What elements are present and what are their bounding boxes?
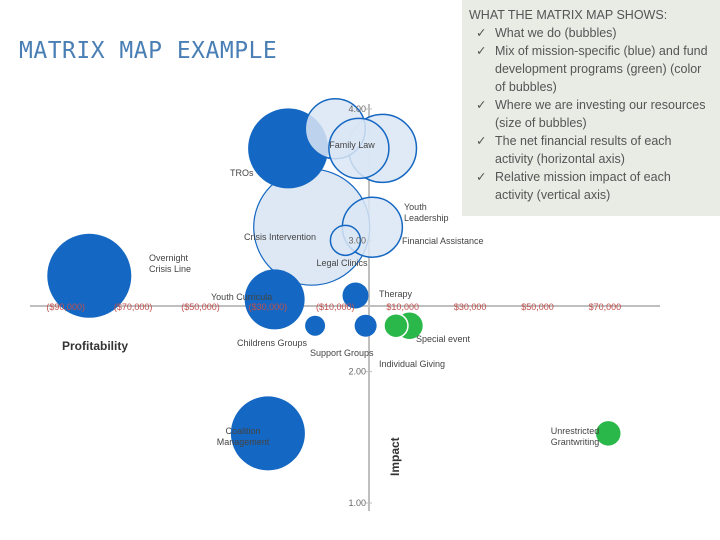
bubble-label: Childrens Groups bbox=[237, 338, 308, 348]
checkmark-icon: ✓ bbox=[476, 170, 487, 184]
list-item-text: The net financial results of each activi… bbox=[495, 134, 672, 166]
bubble bbox=[383, 312, 409, 339]
list-item: ✓ Relative mission impact of each activit… bbox=[469, 168, 712, 204]
x-tick-label: ($10,000) bbox=[316, 302, 355, 312]
y-axis-title: Impact bbox=[388, 437, 402, 476]
list-item: ✓ The net financial results of each activ… bbox=[469, 132, 712, 168]
x-tick-label: ($30,000) bbox=[249, 302, 288, 312]
y-tick-label: 3.00 bbox=[348, 235, 366, 245]
bubble-label: Youth Leadership bbox=[404, 202, 449, 223]
x-axis-title: Profitability bbox=[62, 339, 128, 353]
bubble bbox=[594, 419, 623, 448]
bubble bbox=[354, 314, 377, 337]
bubble-label: Individual Giving bbox=[379, 359, 445, 369]
x-tick-label: ($50,000) bbox=[181, 302, 220, 312]
bubble bbox=[244, 269, 305, 330]
checkmark-icon: ✓ bbox=[476, 134, 487, 148]
y-tick-label: 2.00 bbox=[348, 367, 366, 377]
bubble bbox=[329, 224, 362, 257]
bubble-label: Support Groups bbox=[310, 348, 374, 358]
info-panel: WHAT THE MATRIX MAP SHOWS: ✓ What we do (… bbox=[462, 0, 720, 216]
bubble-label: Overnight Crisis Line bbox=[149, 253, 191, 274]
bubble-label: Financial Assistance bbox=[402, 236, 484, 246]
x-tick-label: $70,000 bbox=[589, 302, 622, 312]
bubble-label: Crisis Intervention bbox=[244, 232, 316, 242]
bubble-label: Family Law bbox=[329, 140, 375, 150]
bubble bbox=[328, 117, 390, 180]
bubble bbox=[305, 315, 326, 336]
bubble-label: Coalition Management bbox=[217, 426, 270, 447]
y-tick-label: 4.00 bbox=[348, 104, 366, 114]
list-item: ✓ Mix of mission-specific (blue) and fund… bbox=[469, 42, 712, 96]
list-item-text: Mix of mission-specific (blue) and fund … bbox=[495, 44, 708, 94]
bubble-label: TROs bbox=[230, 168, 254, 178]
bubble-label: Youth Curricula bbox=[211, 292, 272, 302]
bubble bbox=[342, 282, 369, 309]
x-tick-label: ($90,000) bbox=[46, 302, 85, 312]
checkmark-icon: ✓ bbox=[476, 98, 487, 112]
info-panel-heading: WHAT THE MATRIX MAP SHOWS: bbox=[469, 8, 668, 22]
bubble-label: Unrestricted Grantwriting bbox=[551, 426, 600, 447]
y-tick-label: 1.00 bbox=[348, 498, 366, 508]
checkmark-icon: ✓ bbox=[476, 44, 487, 58]
bubble-label: Therapy bbox=[379, 289, 413, 299]
x-tick-label: $50,000 bbox=[521, 302, 554, 312]
bubble-label: Special event bbox=[416, 334, 471, 344]
info-panel-list: ✓ What we do (bubbles) ✓ Mix of mission-sp… bbox=[469, 24, 712, 204]
list-item: ✓ Where we are investing our resources (s… bbox=[469, 96, 712, 132]
list-item-text: Relative mission impact of each activity… bbox=[495, 170, 671, 202]
checkmark-icon: ✓ bbox=[476, 26, 487, 40]
bubble-label: Legal Clinics bbox=[316, 258, 368, 268]
bubble bbox=[47, 233, 132, 318]
list-item: ✓ What we do (bubbles) bbox=[469, 24, 712, 42]
list-item-text: Where we are investing our resources (si… bbox=[495, 98, 706, 130]
x-tick-label: $30,000 bbox=[454, 302, 487, 312]
x-tick-label: $10,000 bbox=[386, 302, 419, 312]
x-tick-label: ($70,000) bbox=[114, 302, 153, 312]
bubble bbox=[230, 396, 305, 471]
slide-title: MATRIX MAP EXAMPLE bbox=[19, 38, 278, 64]
list-item-text: What we do (bubbles) bbox=[495, 26, 617, 40]
